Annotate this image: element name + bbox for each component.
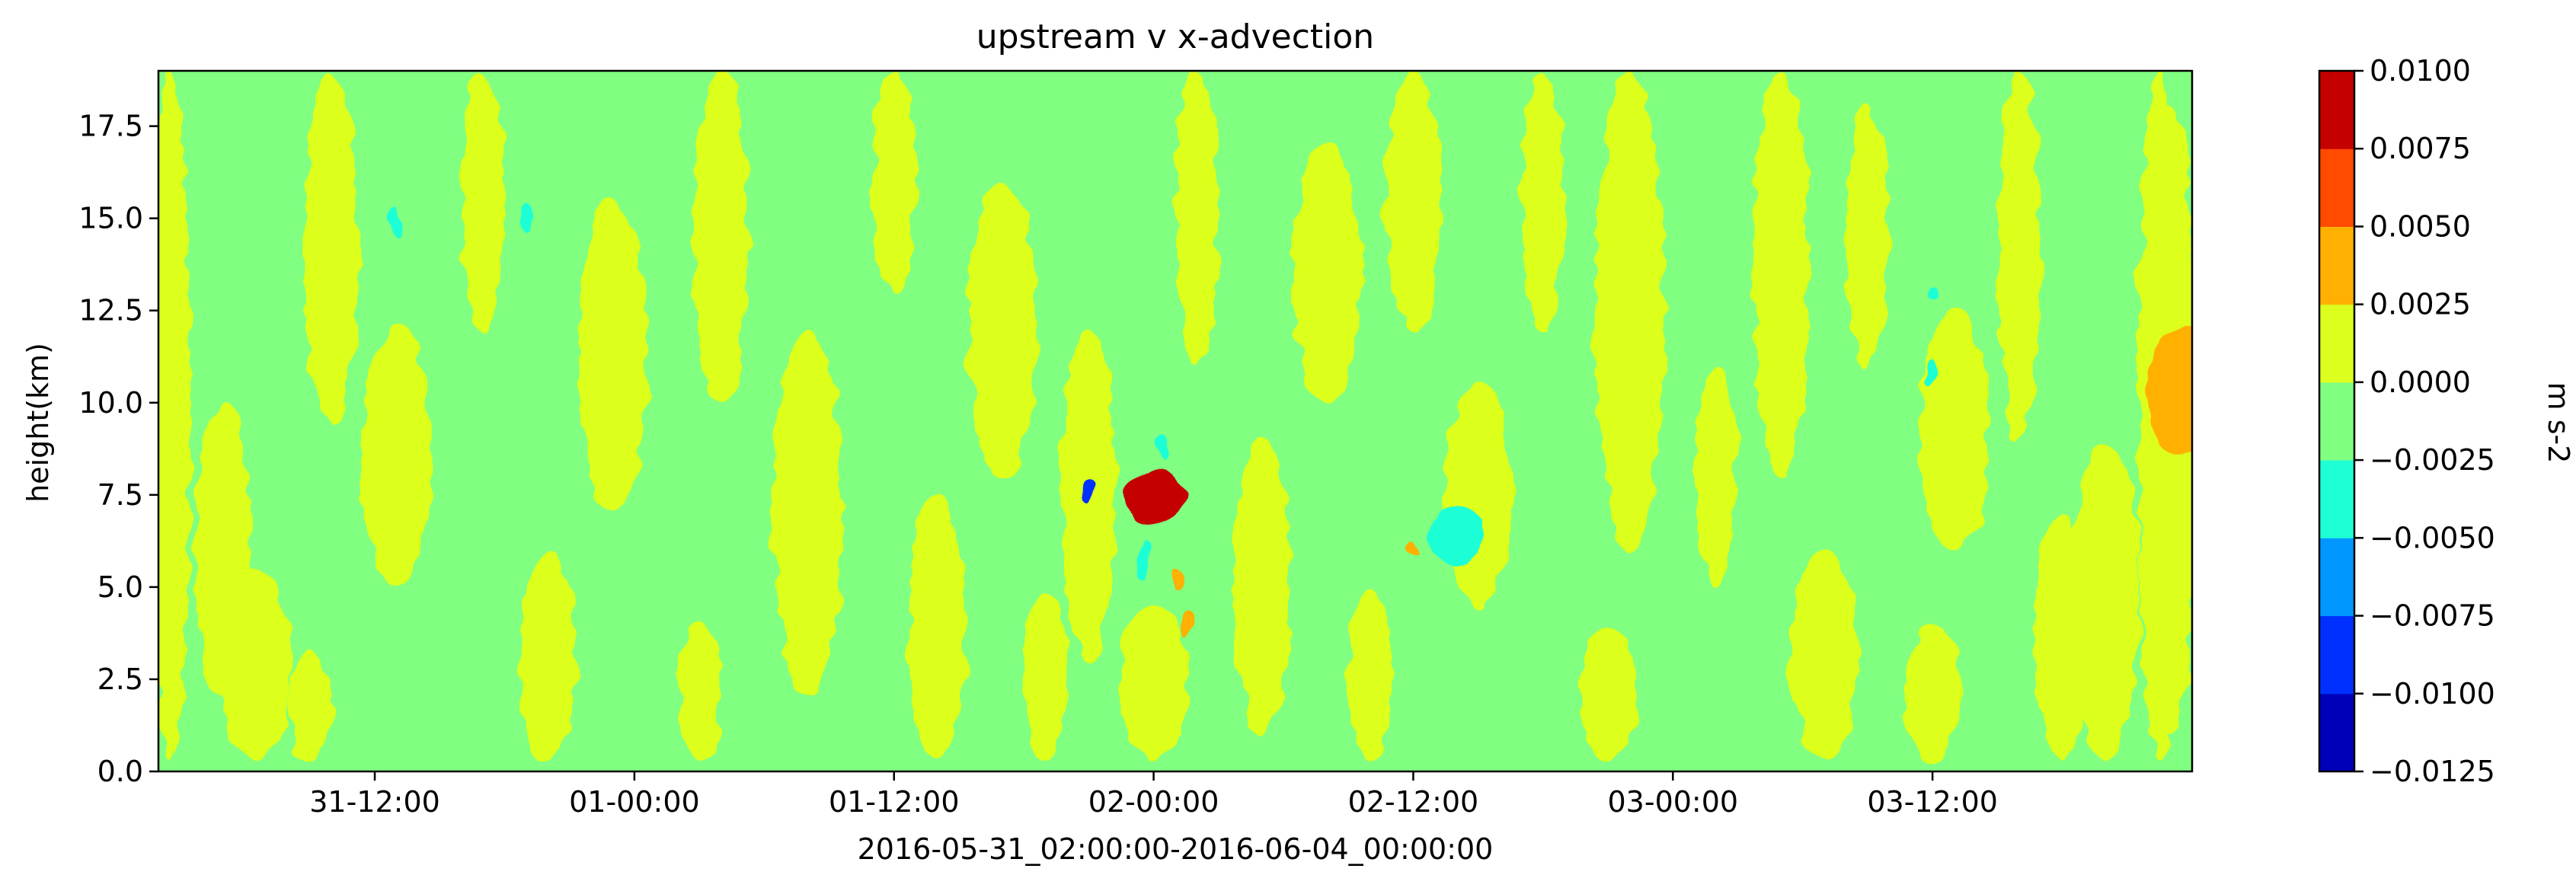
chart-title: upstream v x-advection — [976, 18, 1374, 56]
contour-region — [1385, 71, 1442, 329]
contour-region — [221, 568, 291, 761]
x-tick-label: 01-00:00 — [569, 785, 700, 819]
contour-region — [1348, 586, 1392, 761]
x-tick-label: 01-12:00 — [829, 785, 960, 819]
contour-region — [772, 328, 842, 698]
contour-region — [2070, 439, 2140, 761]
x-axis: 31-12:00 01-00:00 01-12:00 02-00:00 02-12:00… — [309, 771, 1998, 819]
contour-region — [1082, 476, 1095, 503]
contour-region — [677, 624, 721, 761]
y-tick-label: 5.0 — [97, 570, 143, 604]
contour-region — [909, 494, 966, 761]
colorbar-tick-label: −0.0050 — [2370, 521, 2495, 554]
x-tick-label: 31-12:00 — [309, 785, 440, 819]
contour-region — [519, 550, 577, 761]
y-axis-label: height(km) — [21, 343, 55, 503]
colorbar-tick-label: 0.0025 — [2370, 288, 2471, 321]
contour-fields — [158, 71, 2192, 761]
x-tick-label: 03-12:00 — [1867, 785, 1998, 819]
x-tick-label: 02-00:00 — [1088, 785, 1219, 819]
y-tick-label: 17.5 — [78, 110, 143, 143]
contour-region — [390, 203, 403, 237]
contour-region — [1904, 624, 1961, 761]
colorbar-segment — [2319, 226, 2354, 305]
contour-region — [578, 200, 647, 514]
contour-region — [1292, 144, 1362, 403]
contour-region — [1180, 608, 1193, 639]
contour-region — [1443, 384, 1513, 606]
y-tick-label: 0.0 — [97, 755, 143, 788]
contour-region — [1233, 439, 1290, 735]
y-axis: 0.0 2.5 5.0 7.5 10.0 12.5 15.0 17.5 — [78, 110, 158, 788]
contour-region — [1789, 550, 1859, 761]
colorbar-tick-label: 0.0075 — [2370, 132, 2471, 165]
contour-region — [303, 71, 360, 421]
colorbar-tick-label: 0.0000 — [2370, 366, 2471, 399]
contour-region — [1846, 107, 1890, 366]
contour-region — [1926, 358, 1938, 388]
contour-region — [1158, 432, 1171, 462]
x-tick-label: 02-12:00 — [1348, 785, 1479, 819]
x-axis-label: 2016-05-31_02:00:00-2016-06-04_00:00:00 — [858, 832, 1494, 866]
y-tick-label: 7.5 — [97, 478, 143, 512]
plot-frame — [157, 69, 2194, 773]
contour-region — [692, 71, 749, 403]
contour-region — [1753, 71, 1810, 477]
colorbar-segment — [2319, 693, 2354, 772]
colorbar-tick-label: −0.0025 — [2370, 443, 2495, 477]
x-tick-label: 03-00:00 — [1608, 785, 1739, 819]
y-tick-label: 15.0 — [78, 202, 143, 235]
colorbar-segment — [2319, 148, 2354, 227]
contour-region — [1136, 542, 1149, 580]
contour-region — [1175, 71, 1219, 366]
contour-region — [872, 71, 916, 292]
contour-region — [1580, 624, 1637, 761]
colorbar-tick-label: 0.0100 — [2370, 54, 2471, 88]
colorbar: 0.0100 0.0075 0.0050 0.0025 0.0000 −0.0025 −0.… — [2318, 54, 2495, 788]
contour-region — [1119, 605, 1189, 761]
contour-region — [1997, 71, 2041, 440]
colorbar-tick-label: −0.0075 — [2370, 599, 2495, 633]
contour-region — [1125, 468, 1182, 521]
contour-region — [1428, 506, 1485, 565]
plot-area — [158, 71, 2192, 771]
contour-region — [288, 653, 332, 761]
colorbar-segment — [2319, 460, 2354, 538]
contour-region — [1694, 366, 1738, 587]
contour-region — [1595, 71, 1664, 551]
colorbar-tick-label: −0.0100 — [2370, 677, 2495, 711]
contour-region — [461, 71, 505, 329]
y-tick-label: 12.5 — [78, 294, 143, 327]
colorbar-label: m s-2 — [2542, 382, 2575, 464]
colorbar-tick-label: −0.0125 — [2370, 755, 2495, 788]
colorbar-segment — [2319, 304, 2354, 383]
colorbar-segment — [2319, 382, 2354, 461]
colorbar-tick-label: 0.0050 — [2370, 209, 2471, 243]
contour-region — [158, 71, 191, 761]
contour-region — [1919, 310, 1989, 551]
colorbar-segment — [2319, 538, 2354, 617]
contour-region — [2146, 328, 2192, 458]
y-tick-label: 2.5 — [97, 663, 143, 696]
colorbar-frame — [2318, 69, 2356, 773]
contour-region — [1521, 71, 1565, 329]
contour-region — [1407, 542, 1420, 558]
contour-region — [1926, 284, 1938, 300]
colorbar-segment — [2319, 615, 2354, 695]
contour-region — [362, 328, 431, 587]
contour-region — [520, 203, 532, 234]
contour-region — [967, 181, 1037, 477]
contour-region — [1024, 586, 1067, 761]
y-tick-label: 10.0 — [78, 386, 143, 420]
colorbar-segment — [2319, 71, 2354, 149]
contour-region — [1169, 564, 1181, 587]
